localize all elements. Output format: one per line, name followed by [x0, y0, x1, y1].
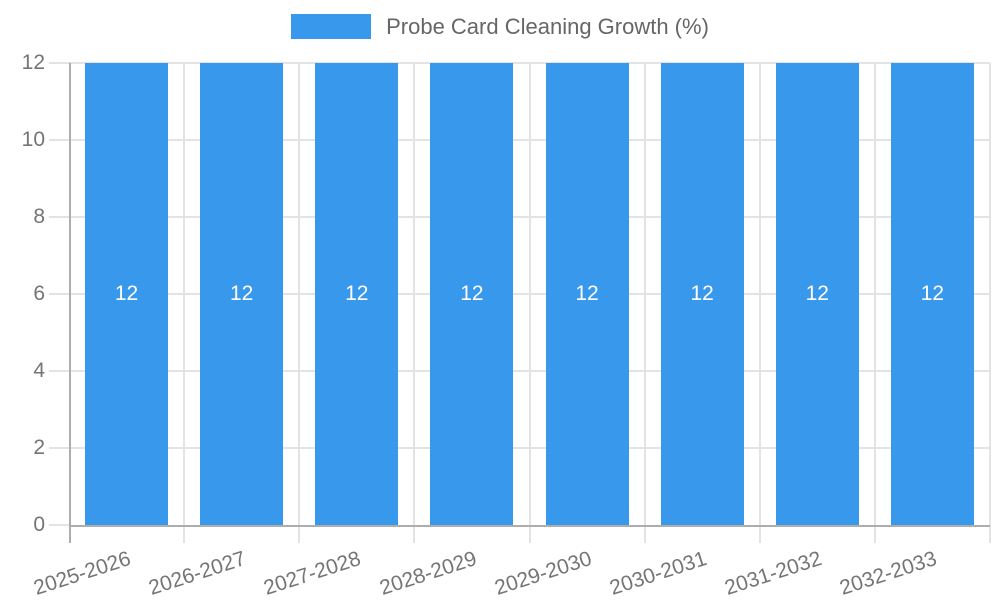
x-axis-tick-label: 2030-2031 — [606, 547, 710, 600]
x-axis-tick-label: 2026-2027 — [146, 547, 249, 600]
y-axis-tick-label: 10 — [21, 128, 45, 151]
x-axis-tick-label: 2027-2028 — [261, 547, 364, 600]
legend-label: Probe Card Cleaning Growth (%) — [386, 14, 709, 39]
vertical-gridline — [298, 63, 301, 543]
bar-value-label: 12 — [690, 282, 714, 305]
bar-2030-2031[interactable]: 12 — [660, 63, 744, 525]
vertical-gridline — [989, 63, 991, 543]
x-axis-tick-label: 2031-2032 — [721, 547, 825, 600]
x-axis-tick-label: 2029-2030 — [491, 547, 595, 600]
bar-value-label: 12 — [805, 282, 829, 305]
vertical-gridline — [183, 63, 186, 543]
horizontal-gridline — [49, 216, 990, 218]
bar-2026-2027[interactable]: 12 — [200, 63, 284, 525]
vertical-gridline — [873, 63, 876, 543]
y-axis-tick-label: 4 — [33, 359, 45, 382]
y-axis-line — [69, 63, 71, 543]
y-axis-tick-label: 8 — [33, 205, 45, 228]
horizontal-gridline — [49, 62, 990, 64]
vertical-gridline — [643, 63, 646, 543]
x-axis-line — [69, 525, 990, 527]
bar-2031-2032[interactable]: 12 — [775, 63, 859, 525]
y-axis-tick-label: 12 — [21, 51, 45, 74]
y-axis-tick-label: 2 — [33, 436, 45, 459]
x-axis-tick-label: 2025-2026 — [31, 547, 134, 600]
bar-value-label: 12 — [114, 282, 139, 305]
bar-2032-2033[interactable]: 12 — [890, 63, 974, 525]
horizontal-gridline — [49, 139, 990, 141]
y-axis-tick-label: 0 — [33, 513, 45, 536]
y-axis-tick-label: 6 — [33, 282, 45, 305]
chart-legend: Probe Card Cleaning Growth (%) — [0, 14, 1000, 39]
bar-value-label: 12 — [460, 282, 484, 305]
horizontal-gridline — [49, 293, 990, 295]
vertical-gridline — [413, 63, 416, 543]
plot-area: 12 12 12 12 12 12 12 12 — [49, 62, 991, 543]
legend-swatch — [291, 14, 372, 39]
bar-value-label: 12 — [575, 282, 599, 305]
bar-value-label: 12 — [230, 282, 254, 305]
x-axis-tick-label: 2032-2033 — [836, 547, 940, 600]
bar-value-label: 12 — [920, 282, 945, 305]
vertical-gridline — [528, 63, 531, 543]
x-axis-tick-label: 2028-2029 — [376, 547, 480, 600]
y-tick-mark — [49, 524, 69, 526]
horizontal-gridline — [49, 370, 990, 372]
legend-item[interactable]: Probe Card Cleaning Growth (%) — [291, 14, 709, 39]
bar-value-label: 12 — [345, 282, 369, 305]
bar-2029-2030[interactable]: 12 — [545, 63, 629, 525]
vertical-gridline — [758, 63, 761, 543]
bar-2027-2028[interactable]: 12 — [315, 63, 399, 525]
bar-2028-2029[interactable]: 12 — [430, 63, 514, 525]
bar-2025-2026[interactable]: 12 — [85, 63, 169, 525]
horizontal-gridline — [49, 447, 990, 449]
